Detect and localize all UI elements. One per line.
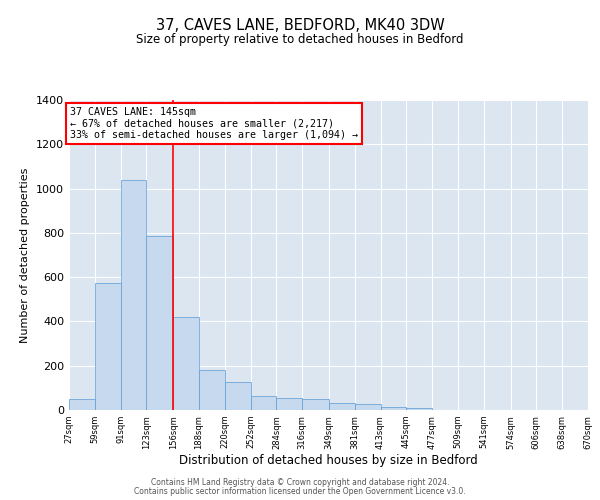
Bar (355, 404, 380, 410)
Y-axis label: Number of detached properties: Number of detached properties (20, 168, 31, 342)
Bar (251, 396, 277, 410)
Bar (173, 317, 199, 410)
Bar (199, 370, 225, 410)
Bar (329, 404, 355, 410)
Text: Contains public sector information licensed under the Open Government Licence v3: Contains public sector information licen… (134, 487, 466, 496)
Bar (380, 406, 406, 410)
Bar (225, 382, 251, 410)
Text: Contains HM Land Registry data © Crown copyright and database right 2024.: Contains HM Land Registry data © Crown c… (151, 478, 449, 487)
Bar (121, 180, 146, 410)
Bar (146, 236, 173, 410)
Bar (69, 399, 95, 410)
Bar (95, 282, 121, 410)
Text: Size of property relative to detached houses in Bedford: Size of property relative to detached ho… (136, 32, 464, 46)
Bar (277, 398, 302, 410)
Text: 37 CAVES LANE: 145sqm
← 67% of detached houses are smaller (2,217)
33% of semi-d: 37 CAVES LANE: 145sqm ← 67% of detached … (70, 106, 358, 140)
X-axis label: Distribution of detached houses by size in Bedford: Distribution of detached houses by size … (179, 454, 478, 468)
Bar (302, 399, 329, 410)
Bar (406, 408, 432, 410)
Text: 37, CAVES LANE, BEDFORD, MK40 3DW: 37, CAVES LANE, BEDFORD, MK40 3DW (155, 18, 445, 32)
